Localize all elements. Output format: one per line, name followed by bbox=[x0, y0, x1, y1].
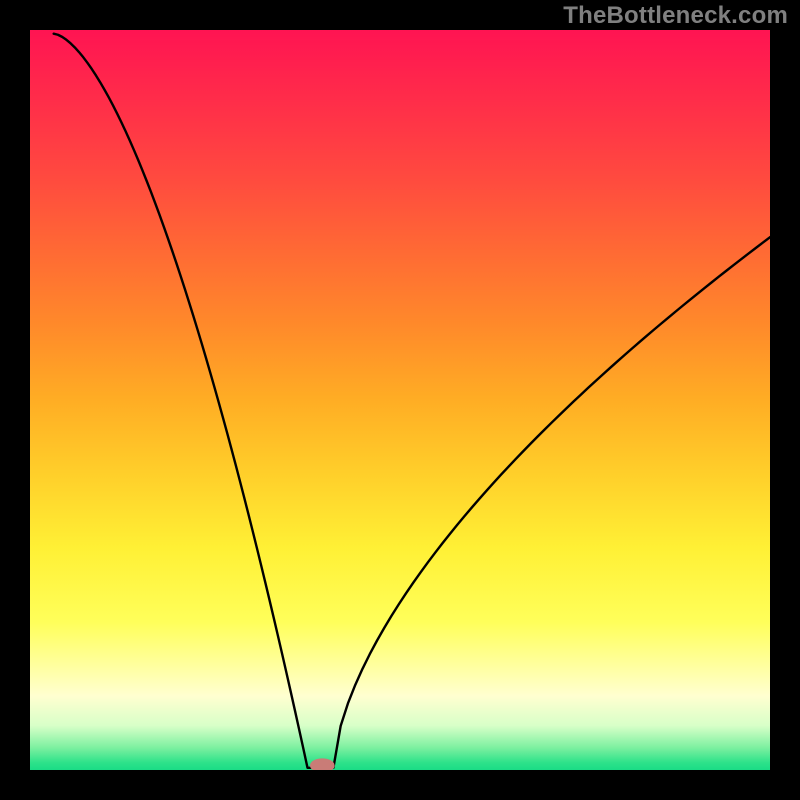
chart-background bbox=[30, 30, 770, 770]
watermark-text: TheBottleneck.com bbox=[563, 2, 788, 30]
chart-frame: TheBottleneck.com bbox=[0, 0, 800, 800]
chart-plot-area bbox=[30, 30, 770, 770]
optimal-marker bbox=[310, 759, 334, 770]
bottleneck-chart bbox=[30, 30, 770, 770]
